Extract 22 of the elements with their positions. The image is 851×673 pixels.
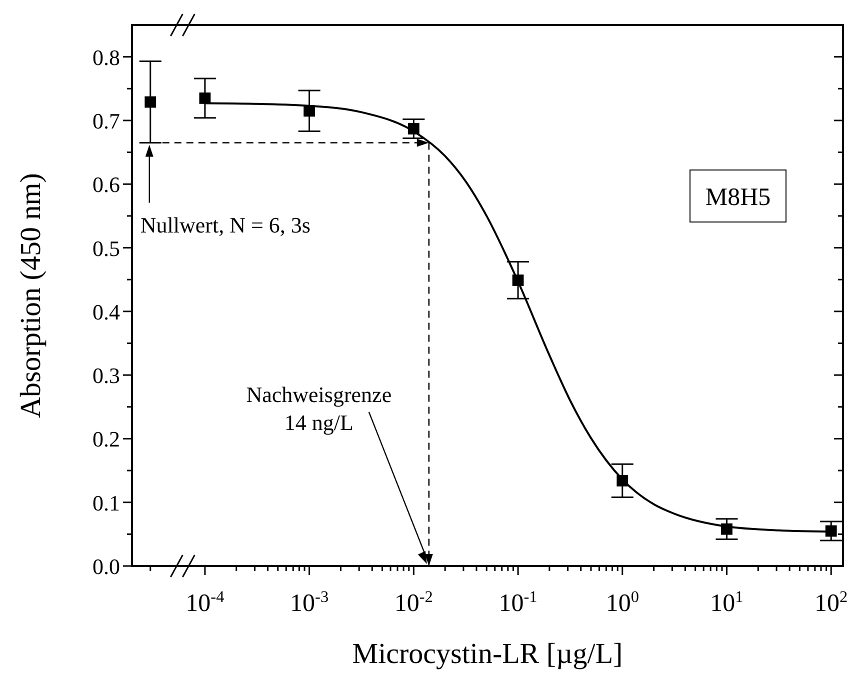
x-tick-label: 10$^{-2}$	[394, 588, 433, 617]
x-tick-label: 10$^{0}$	[606, 588, 639, 617]
y-tick-label: 0.6	[92, 172, 120, 198]
y-tick-label: 0.4	[92, 299, 120, 324]
x-tick-label: 10$^{-3}$	[290, 588, 329, 617]
point	[199, 92, 211, 104]
x-tick-label: 10$^{2}$	[814, 588, 848, 617]
y-tick-label: 0.0	[92, 554, 120, 579]
y-tick-label: 0.2	[92, 426, 120, 452]
y-axis-title: Absorption (450 nm)	[15, 173, 47, 418]
x-tick-label: 10$^{-1}$	[498, 588, 538, 617]
y-tick-label: 0.3	[92, 363, 120, 388]
y-tick-label: 0.8	[92, 44, 120, 70]
x-tick-label: 10$^{1}$	[710, 588, 744, 617]
annotation: Nachweisgrenze 14 ng/L	[246, 382, 392, 435]
annotation: Nullwert, N = 6, 3s	[140, 212, 310, 238]
y-tick-label: 0.5	[92, 236, 120, 261]
y-tick-label: 0.1	[92, 490, 120, 516]
x-tick-label: 10$^{-4}$	[186, 588, 224, 617]
y-tick-label: 0.7	[92, 108, 120, 134]
x-axis-title: Microcystin-LR [µg/L]	[352, 638, 623, 670]
annotation: M8H5	[705, 184, 771, 211]
